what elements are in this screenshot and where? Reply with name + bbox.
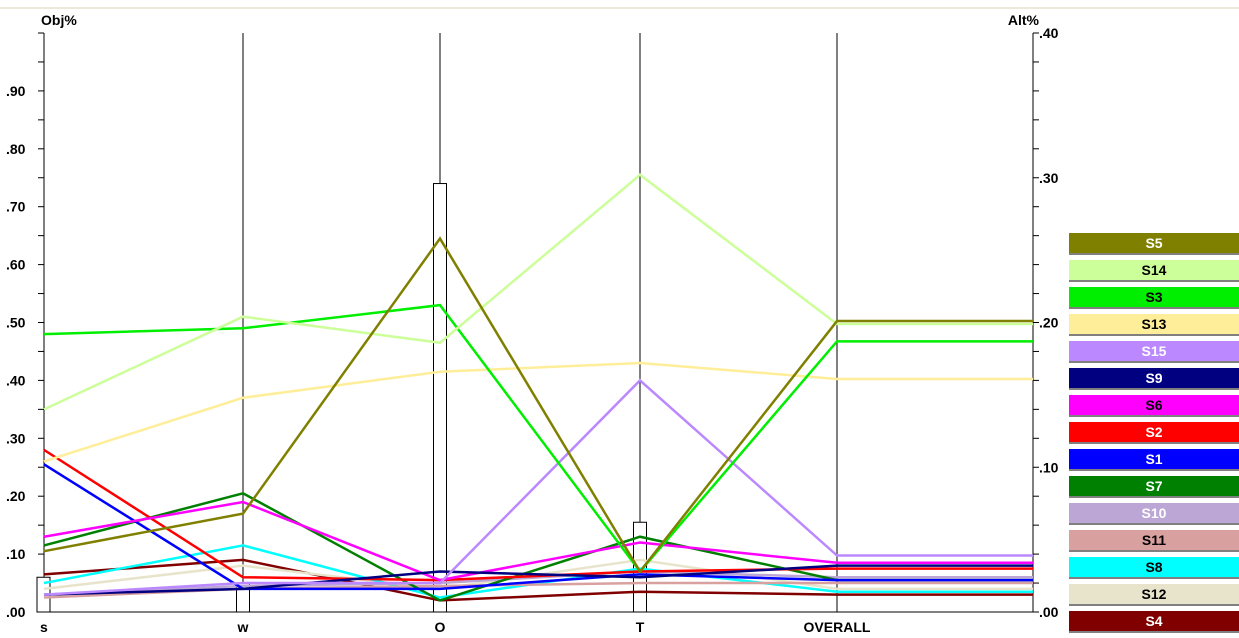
legend-item-s6[interactable]: S6 <box>1069 395 1239 417</box>
legend-item-s8[interactable]: S8 <box>1069 557 1239 579</box>
left-tick-label: .70 <box>6 199 26 215</box>
right-axis-title: Alt% <box>1008 12 1040 28</box>
series-line-s2 <box>43 448 1033 582</box>
top-border <box>0 7 1239 9</box>
left-tick-label: .20 <box>6 488 26 504</box>
category-label: OVERALL <box>804 619 871 635</box>
series-line-s3 <box>43 303 1033 574</box>
alternative-legend: S5 S14 S3 S13 S15 S9 S6 S2 S1 S7 S10 S11 S8 S12 S4 <box>1069 233 1239 638</box>
series-line-s4 <box>43 558 1033 602</box>
legend-item-s9[interactable]: S9 <box>1069 368 1239 390</box>
left-tick-label: .00 <box>6 604 26 620</box>
legend-item-s10[interactable]: S10 <box>1069 503 1239 525</box>
legend-item-s7[interactable]: S7 <box>1069 476 1239 498</box>
left-tick-label: .80 <box>6 141 26 157</box>
series-line-s5 <box>43 236 1033 574</box>
category-label: O <box>435 619 446 635</box>
series-line-s13 <box>43 361 1033 463</box>
legend-item-s3[interactable]: S3 <box>1069 287 1239 309</box>
legend-item-s4[interactable]: S4 <box>1069 611 1239 633</box>
left-tick-label: .10 <box>6 546 26 562</box>
left-tick-label: .90 <box>6 83 26 99</box>
right-tick-label: .20 <box>1039 315 1059 331</box>
category-label: T <box>636 619 645 635</box>
left-axis-title: Obj% <box>41 12 77 28</box>
right-tick-label: .40 <box>1039 25 1059 41</box>
objective-weight-bar <box>433 183 447 613</box>
objective-weight-bar <box>633 521 647 613</box>
legend-item-s14[interactable]: S14 <box>1069 260 1239 282</box>
series-line-s9 <box>43 564 1033 596</box>
left-tick-label: .30 <box>6 430 26 446</box>
right-tick-label: .30 <box>1039 170 1059 186</box>
category-label: s <box>40 619 48 635</box>
right-tick-label: .00 <box>1039 604 1059 620</box>
legend-item-s1[interactable]: S1 <box>1069 449 1239 471</box>
legend-item-s13[interactable]: S13 <box>1069 314 1239 336</box>
series-line-s15 <box>43 378 1033 596</box>
legend-item-s11[interactable]: S11 <box>1069 530 1239 552</box>
legend-item-s15[interactable]: S15 <box>1069 341 1239 363</box>
series-line-s1 <box>43 463 1033 591</box>
series-line-s10 <box>43 570 1033 596</box>
series-line-s8 <box>43 544 1033 599</box>
right-tick-label: .10 <box>1039 459 1059 475</box>
left-tick-label: .60 <box>6 257 26 273</box>
legend-item-s5[interactable]: S5 <box>1069 233 1239 255</box>
left-tick-label: .40 <box>6 372 26 388</box>
series-line-s14 <box>43 173 1033 411</box>
category-label: w <box>237 619 249 635</box>
left-tick-label: .50 <box>6 315 26 331</box>
legend-item-s2[interactable]: S2 <box>1069 422 1239 444</box>
series-line-s6 <box>43 500 1033 582</box>
legend-item-s12[interactable]: S12 <box>1069 584 1239 606</box>
